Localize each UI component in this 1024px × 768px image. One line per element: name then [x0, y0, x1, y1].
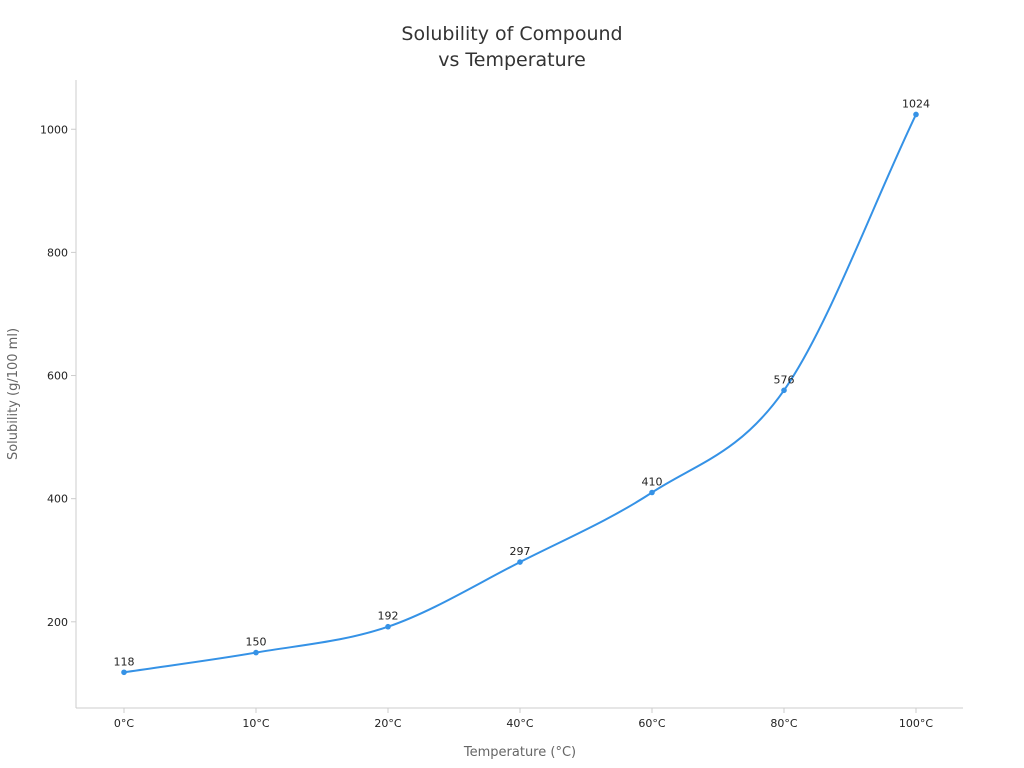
x-tick-label: 40°C: [506, 717, 533, 730]
x-tick-label: 20°C: [374, 717, 401, 730]
x-tick-label: 10°C: [242, 717, 269, 730]
data-point: [913, 111, 919, 118]
data-point: [517, 559, 523, 565]
data-point: [253, 649, 259, 656]
data-label: 576: [774, 373, 795, 386]
y-tick-label: 600: [47, 370, 68, 383]
data-label: 1024: [902, 97, 930, 110]
series-line: [123, 114, 917, 674]
data-label: 118: [114, 655, 135, 668]
data-point: [781, 387, 787, 394]
data-point: [649, 489, 655, 496]
data-label: 150: [246, 636, 267, 649]
data-label: 410: [642, 476, 663, 489]
x-tick-label: 60°C: [638, 717, 665, 730]
x-axis-label: Temperature (°C): [463, 745, 576, 760]
y-axis-label: Solubility (g/100 ml): [6, 328, 21, 460]
data-label: 297: [510, 545, 531, 558]
data-point: [121, 669, 127, 676]
y-tick-label: 800: [47, 246, 68, 259]
data-label: 192: [378, 610, 399, 623]
x-tick-label: 100°C: [899, 717, 933, 730]
data-point: [385, 623, 391, 630]
x-tick-label: 80°C: [770, 717, 797, 730]
y-tick-label: 200: [47, 616, 68, 629]
chart-title-line-1: Solubility of Compound: [401, 23, 622, 45]
x-tick-label: 0°C: [114, 717, 134, 730]
y-tick-label: 1000: [40, 123, 68, 136]
y-tick-label: 400: [47, 493, 68, 506]
chart-title-line-2: vs Temperature: [438, 49, 586, 71]
